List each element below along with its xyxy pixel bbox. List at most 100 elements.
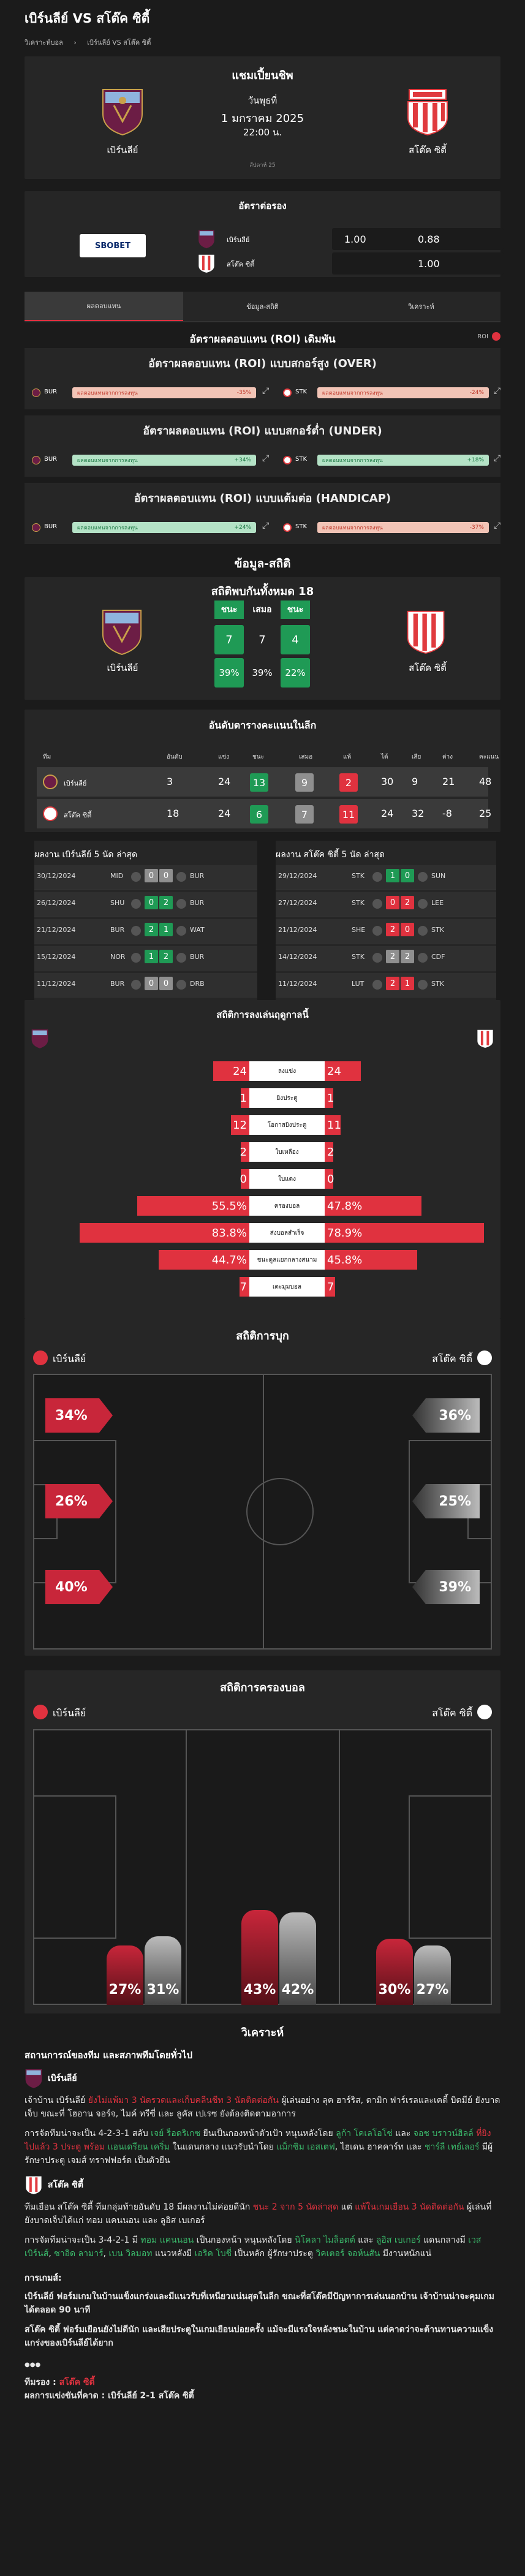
away-club-crest-icon [407,89,448,136]
odds-panel: อัตราต่อรอง SBOBET เบิร์นลีย์ สโต๊ค ซิตี… [25,191,504,277]
form-team2: BUR [190,872,205,880]
attack-home-arrow: 40% [45,1570,113,1604]
roi-home-pill[interactable]: ผลตอบแทนจากการลงทุน +24% [72,522,256,533]
form-row[interactable]: 15/12/2024 NOR 1 2 BUR [34,946,257,971]
roi-home-pill[interactable]: ผลตอบแทนจากการลงทุน -35% [72,387,256,398]
form-row[interactable]: 27/12/2024 STK 0 2 LEE [276,892,496,917]
breadcrumb-separator: › [74,39,77,47]
form-score2: 2 [401,950,414,963]
possession-stats: สถิติการครองบอล เบิร์นลีย์ สโต๊ค ซิตี้ 2… [25,1670,500,2013]
form-row[interactable]: 30/12/2024 MID 0 0 BUR [34,865,257,890]
form-row[interactable]: 11/12/2024 BUR 0 0 DRB [34,973,257,998]
possession-bar-label: 27% [108,1982,142,1998]
form-team1-crest-icon [131,980,141,990]
match-time: 22:00 น. [243,127,282,138]
match-day: วันพุธที่ [247,95,278,106]
season-home-bar: 44.7% [159,1250,249,1270]
season-home-bar: 24 [213,1061,249,1081]
tab-analysis[interactable]: วิเคราะห์ [408,303,434,311]
form-team1-crest-icon [131,899,141,909]
table-row[interactable]: เบิร์นลีย์ 3 24 30 9 21 48 13 9 2 [37,767,492,797]
roi-home-pill[interactable]: ผลตอบแทนจากการลงทุน +34% [72,455,256,466]
form-score1: 1 [386,869,399,882]
attack-away-arrow: 39% [412,1570,480,1604]
roi-card-row: BUR ผลตอบแทนจากการลงทุน -35% ⤢ STK ผลตอบแทนจา… [29,385,500,401]
roi-away-expand-icon[interactable]: ⤢ [494,453,501,463]
match-header: แชมเปี้ยนชิพ เบิร์นลีย์ สโต๊ค ซิตี้ วันพ… [25,56,500,179]
roi-home-expand-icon[interactable]: ⤢ [262,521,270,531]
odds-home-cell[interactable]: 1.00 0.88 [332,228,504,250]
roi-away-dot-icon [283,456,292,464]
table-team-name: สโต๊ค ซิตี้ [64,811,92,819]
tab-stats[interactable]: ข้อมูล-สถิติ [246,303,279,311]
roi-away-pill[interactable]: ผลตอบแทนจากการลงทุน -37% [317,522,489,533]
attack-away-arrow: 25% [412,1484,480,1518]
form-score2: 0 [159,977,173,990]
table-cell-d: 9 [295,773,314,792]
breadcrumb-home[interactable]: วิเคราะห์บอล [25,39,63,47]
form-score2: 2 [159,896,173,909]
summary-score: ผลการแข่งขันที่คาด : เบิร์นลีย์ 2-1 สโต๊… [25,2391,194,2401]
form-date: 30/12/2024 [37,872,76,880]
table-cell-pts: 48 [479,776,492,787]
summary-title: การเกมส์: [25,2273,62,2283]
table-team-name: เบิร์นลีย์ [64,779,87,787]
roi-toggle-dot-icon [492,332,500,341]
form-row[interactable]: 11/12/2024 LUT 2 1 STK [276,973,496,998]
bookmaker-logo[interactable]: SBOBET [80,234,146,257]
breadcrumb-current: เบิร์นลีย์ VS สโต๊ค ซิตี้ [87,39,151,47]
form-team1-crest-icon [372,953,382,963]
h2h-draws: 7 [259,633,266,646]
roi-home-dot-icon [32,523,40,532]
form-score2: 2 [401,896,414,909]
season-stat-row: 1 ยิงประตู 1 [25,1088,500,1108]
roi-away-expand-icon[interactable]: ⤢ [494,386,501,396]
summary-p2: สโต๊ค ซิตี้ ฟอร์มเยือนยังไม่ดีนัก และเสี… [25,2325,494,2348]
table-cell-gd: 21 [442,776,455,787]
table-cell-gf: 30 [381,776,394,787]
form-team1-crest-icon [131,926,141,936]
roi-away-pill[interactable]: ผลตอบแทนจากการลงทุน +18% [317,455,489,466]
form-row[interactable]: 21/12/2024 BUR 2 1 WAT [34,919,257,944]
table-row[interactable]: สโต๊ค ซิตี้ 18 24 24 32 -8 25 6 7 11 [37,799,491,828]
season-away-bar: 0 [325,1169,334,1189]
roi-away-dot-icon [283,523,292,532]
away-team-name: สโต๊ค ซิตี้ [409,145,447,156]
odds-home-hdp: 1.00 [344,233,366,245]
roi-card-row: BUR ผลตอบแทนจากการลงทุน +24% ⤢ STK ผลตอบแทนจา… [29,520,500,536]
odds-title: อัตราต่อรอง [238,200,287,211]
form-row[interactable]: 26/12/2024 SHU 0 2 BUR [34,892,257,917]
analysis-home-block: เบิร์นลีย์ เจ้าบ้าน เบิร์นลีย์ ยังไม่แพ้… [25,2068,500,2167]
roi-home-expand-icon[interactable]: ⤢ [262,386,270,396]
form-team2-crest-icon [418,926,428,936]
form-row[interactable]: 14/12/2024 STK 2 2 CDF [276,946,496,971]
poss-home-dot-icon [33,1705,48,1719]
season-home-crest-icon [31,1029,48,1048]
table-cell-d: 7 [295,805,314,824]
roi-home-tag: BUR [44,388,58,395]
attack-home-dot-icon [33,1351,48,1365]
odds-away-cell[interactable]: 1.00 [332,252,504,275]
form-team1: NOR [110,953,126,961]
form-team1-crest-icon [372,926,382,936]
tab-roi[interactable]: ผลตอบแทน [25,292,183,321]
col-loss: แพ้ [343,754,352,760]
roi-toggle[interactable]: ROI [477,332,500,341]
roi-section: อัตราผลตอบแทน (ROI) เดิมพัน ROI อัตราผลต… [0,324,525,550]
attack-title: สถิติการบุก [236,1330,289,1343]
form-date: 11/12/2024 [37,980,76,988]
roi-home-pill-label: ผลตอบแทนจากการลงทุน [77,458,138,464]
form-team1: STK [352,872,364,880]
roi-home-expand-icon[interactable]: ⤢ [262,453,270,463]
form-team2-crest-icon [418,899,428,909]
analysis-home-crest-icon [25,2069,42,2088]
form-team2-crest-icon [418,980,428,990]
form-row[interactable]: 29/12/2024 STK 1 0 SUN [276,865,496,890]
roi-away-pill[interactable]: ผลตอบแทนจากการลงทุน -24% [317,387,489,398]
form-team2: WAT [190,926,205,934]
col-ga: เสีย [412,754,421,760]
table-cell-l: 11 [339,805,358,824]
season-away-bar: 7 [325,1277,335,1297]
form-row[interactable]: 21/12/2024 SHE 2 0 STK [276,919,496,944]
roi-away-expand-icon[interactable]: ⤢ [494,521,501,531]
